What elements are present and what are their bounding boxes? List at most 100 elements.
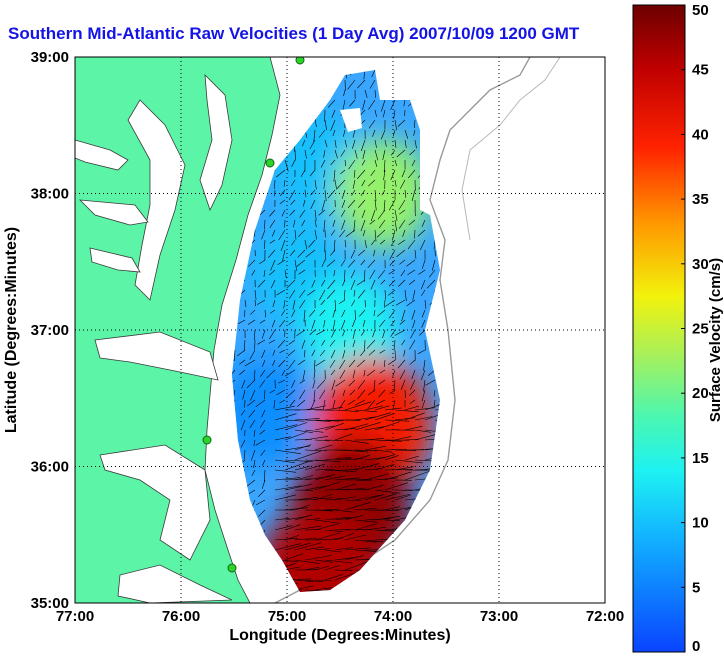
velocity-vector — [421, 389, 426, 402]
velocity-vector — [374, 159, 378, 167]
velocity-vector — [396, 149, 406, 158]
velocity-vector — [414, 209, 416, 217]
y-tick-label: 39:00 — [31, 49, 69, 66]
velocity-vector — [269, 309, 276, 314]
velocity-vector — [261, 229, 266, 240]
x-tick-label: 77:00 — [56, 608, 94, 625]
velocity-vector — [268, 339, 276, 344]
velocity-vector — [261, 329, 266, 339]
velocity-vector — [281, 369, 286, 376]
velocity-vector — [274, 477, 300, 481]
velocity-vector — [284, 524, 301, 531]
velocity-vector — [361, 329, 366, 336]
velocity-vector — [379, 319, 386, 328]
velocity-vector — [274, 436, 291, 441]
velocity-vector — [354, 399, 366, 406]
velocity-vector — [374, 454, 396, 461]
velocity-vector — [294, 444, 312, 451]
velocity-vector — [398, 239, 406, 245]
velocity-vector — [354, 523, 378, 531]
velocity-vector — [247, 319, 256, 325]
velocity-vector — [257, 279, 266, 288]
velocity-vector — [279, 319, 286, 328]
velocity-region — [232, 356, 314, 468]
velocity-vector — [410, 329, 416, 339]
velocity-vector — [259, 429, 266, 435]
velocity-vector — [421, 279, 426, 290]
velocity-vector — [304, 149, 307, 159]
velocity-vector — [383, 359, 386, 368]
velocity-vector — [266, 369, 276, 379]
velocity-vector — [374, 515, 400, 521]
velocity-vector — [330, 229, 336, 236]
velocity-vector — [374, 413, 395, 421]
velocity-vector — [272, 299, 276, 308]
velocity-vector — [250, 309, 256, 315]
velocity-vector — [348, 399, 356, 405]
velocity-vector — [401, 339, 406, 346]
velocity-vector — [314, 522, 342, 531]
velocity-vector — [239, 369, 246, 376]
velocity-vector — [344, 547, 371, 551]
velocity-vector — [274, 449, 301, 454]
velocity-vector — [394, 179, 397, 187]
velocity-vector — [339, 359, 346, 370]
velocity-vector — [428, 269, 436, 278]
velocity-vector — [284, 483, 312, 491]
velocity-vector — [411, 369, 416, 380]
velocity-vector — [354, 494, 382, 501]
velocity-vector — [349, 389, 356, 396]
velocity-vector — [314, 587, 332, 591]
velocity-vector — [421, 259, 426, 269]
velocity-vector — [284, 419, 305, 422]
velocity-vector — [291, 239, 296, 246]
velocity-vector — [394, 494, 411, 501]
velocity-vector — [249, 349, 256, 360]
velocity-vector — [409, 149, 416, 156]
velocity-vector — [336, 179, 346, 189]
velocity-vector — [244, 299, 247, 308]
velocity-vector — [279, 199, 286, 205]
velocity-vector — [247, 399, 256, 407]
velocity-vector — [367, 389, 376, 396]
velocity-vector — [421, 309, 426, 318]
velocity-vector — [341, 189, 346, 199]
velocity-vector — [290, 199, 296, 205]
velocity-vector — [334, 428, 356, 431]
velocity-vector — [284, 422, 308, 431]
velocity-vector — [299, 289, 306, 298]
velocity-vector — [285, 389, 296, 399]
velocity-vector — [419, 329, 426, 336]
velocity-vector — [414, 407, 436, 411]
velocity-vector — [343, 289, 346, 300]
velocity-vector — [293, 219, 296, 228]
velocity-vector — [394, 159, 397, 167]
velocity-vector — [316, 379, 326, 389]
velocity-vector — [398, 279, 406, 287]
velocity-vector — [344, 423, 369, 431]
velocity-vector — [338, 299, 346, 304]
velocity-vector — [411, 159, 416, 167]
velocity-vector — [360, 349, 366, 357]
velocity-vector — [368, 99, 376, 110]
velocity-vector — [304, 546, 325, 551]
velocity-vector — [397, 119, 406, 127]
velocity-vector — [364, 468, 380, 471]
velocity-vector — [324, 529, 344, 532]
velocity-vector — [340, 319, 346, 330]
velocity-vector — [314, 439, 330, 442]
velocity-vector — [394, 119, 397, 131]
velocity-vector — [383, 159, 386, 172]
velocity-vector — [357, 289, 366, 299]
colorbar-tick-label: 20 — [692, 385, 709, 402]
velocity-vector — [360, 219, 366, 232]
velocity-vector — [294, 537, 317, 541]
velocity-vector — [368, 179, 376, 187]
velocity-vector — [352, 369, 356, 379]
velocity-vector — [374, 139, 377, 149]
velocity-vector — [394, 489, 413, 491]
velocity-vector — [362, 229, 366, 237]
velocity-vector — [304, 459, 328, 462]
velocity-vector — [364, 494, 385, 501]
velocity-vector — [248, 259, 256, 267]
